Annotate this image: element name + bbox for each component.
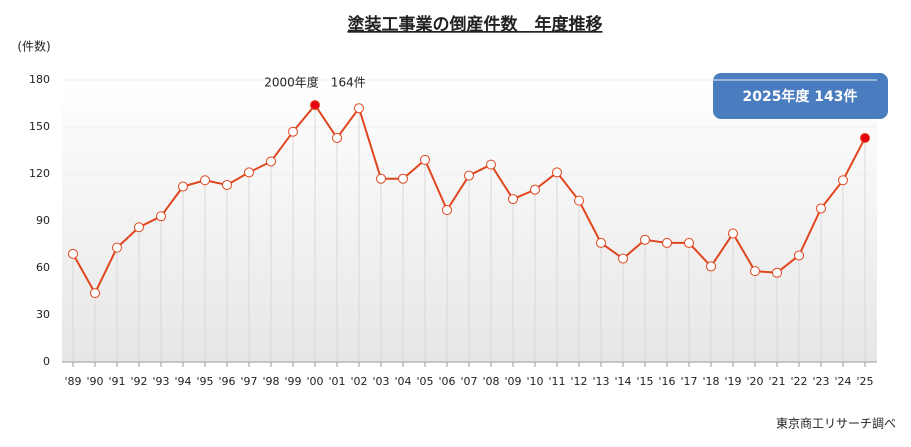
- point: [486, 159, 496, 170]
- point: [750, 266, 760, 277]
- x-tick-label: '99: [284, 375, 301, 388]
- annotation: 2000年度 164件: [264, 75, 365, 90]
- x-tick-label: '98: [262, 375, 279, 388]
- point: [310, 100, 320, 111]
- point: [706, 261, 716, 272]
- y-tick-label: 0: [43, 355, 50, 368]
- x-tick-label: '18: [702, 375, 719, 388]
- x-tick-label: '89: [64, 375, 81, 388]
- point: [398, 173, 408, 184]
- point: [156, 211, 166, 222]
- x-tick-label: '24: [834, 375, 851, 388]
- point: [68, 248, 78, 259]
- callout-box: [713, 73, 888, 119]
- source: 東京商工リサーチ調べ: [776, 416, 896, 431]
- point: [332, 132, 342, 143]
- point: [354, 103, 364, 114]
- x-tick-label: '22: [790, 375, 807, 388]
- point: [574, 195, 584, 206]
- x-tick-label: '12: [570, 375, 587, 388]
- x-tick-label: '96: [218, 375, 235, 388]
- point: [596, 237, 606, 248]
- x-tick-label: '05: [416, 375, 433, 388]
- point: [728, 228, 738, 239]
- point: [816, 203, 826, 214]
- x-tick-label: '20: [746, 375, 763, 388]
- x-tick-label: '21: [768, 375, 785, 388]
- x-tick-label: '06: [438, 375, 455, 388]
- point: [640, 234, 650, 245]
- point: [794, 250, 804, 261]
- point: [200, 175, 210, 186]
- point: [420, 154, 430, 165]
- x-tick-label: '23: [812, 375, 829, 388]
- point: [552, 167, 562, 178]
- x-tick-label: '11: [548, 375, 565, 388]
- x-tick-label: '15: [636, 375, 653, 388]
- point: [134, 222, 144, 233]
- point: [772, 267, 782, 278]
- y-axis-label: (件数): [17, 39, 50, 54]
- callout-text: 2025年度 143件: [742, 88, 857, 105]
- y-tick-label: 150: [29, 120, 50, 133]
- x-tick-label: '97: [240, 375, 257, 388]
- x-tick-label: '01: [328, 375, 345, 388]
- x-tick-label: '13: [592, 375, 609, 388]
- x-tick-label: '03: [372, 375, 389, 388]
- point: [442, 205, 452, 216]
- point: [464, 170, 474, 181]
- point: [376, 173, 386, 184]
- x-tick-label: '93: [152, 375, 169, 388]
- chart-title: 塗装工事業の倒産件数 年度推移: [348, 14, 603, 35]
- point: [244, 167, 254, 178]
- x-tick-label: '90: [86, 375, 103, 388]
- y-tick-label: 120: [29, 167, 50, 180]
- x-tick-label: '10: [526, 375, 543, 388]
- point: [90, 288, 100, 299]
- x-tick-label: '16: [658, 375, 675, 388]
- y-tick-label: 30: [36, 308, 50, 321]
- point: [112, 242, 122, 253]
- x-tick-label: '94: [174, 375, 191, 388]
- point: [530, 184, 540, 195]
- x-tick-label: '92: [130, 375, 147, 388]
- x-tick-label: '08: [482, 375, 499, 388]
- point: [838, 175, 848, 186]
- x-tick-label: '14: [614, 375, 631, 388]
- x-tick-label: '02: [350, 375, 367, 388]
- point: [618, 253, 628, 264]
- y-tick-label: 180: [29, 73, 50, 86]
- x-tick-label: '95: [196, 375, 213, 388]
- point: [860, 132, 870, 143]
- point: [178, 181, 188, 192]
- point: [508, 194, 518, 205]
- point: [288, 126, 298, 137]
- x-tick-label: '91: [108, 375, 125, 388]
- x-tick-label: '19: [724, 375, 741, 388]
- y-tick-label: 90: [36, 214, 50, 227]
- x-tick-label: '17: [680, 375, 697, 388]
- x-tick-label: '09: [504, 375, 521, 388]
- x-tick-label: '07: [460, 375, 477, 388]
- y-tick-label: 60: [36, 261, 50, 274]
- x-tick-label: '25: [856, 375, 873, 388]
- x-tick-label: '00: [306, 375, 323, 388]
- point: [266, 156, 276, 167]
- point: [662, 237, 672, 248]
- point: [684, 237, 694, 248]
- point: [222, 179, 232, 190]
- x-tick-label: '04: [394, 375, 411, 388]
